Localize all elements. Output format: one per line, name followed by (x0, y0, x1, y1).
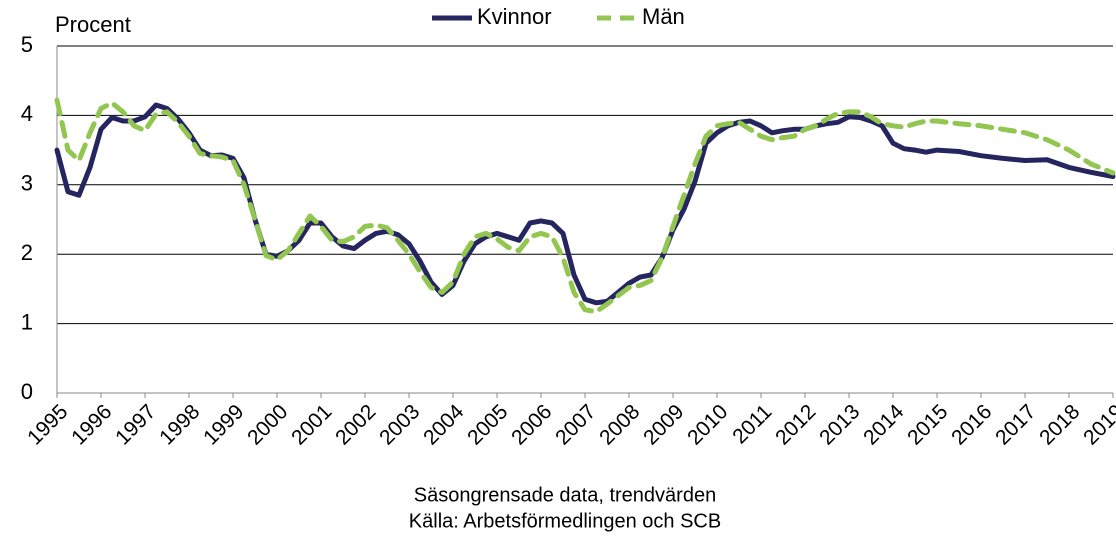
x-tick-label: 1997 (111, 400, 160, 449)
y-axis-label: Procent (55, 12, 131, 37)
x-tick-label: 2005 (463, 400, 512, 449)
y-tick-label: 4 (21, 101, 33, 126)
y-tick-label: 2 (21, 240, 33, 265)
x-tick-label: 2002 (331, 400, 380, 449)
x-tick-label: 2018 (1035, 400, 1084, 449)
x-tick-label: 2011 (728, 400, 776, 448)
note: Källa: Arbetsförmedlingen och SCB (409, 510, 721, 532)
note: Säsongrensade data, trendvärden (414, 484, 716, 506)
x-tick-label: 2015 (903, 400, 952, 449)
x-tick-label: 2008 (595, 400, 644, 449)
x-tick-label: 1995 (23, 400, 72, 449)
line-series (54, 102, 1116, 306)
x-tick-label: 2014 (859, 400, 909, 450)
y-tick-label: 1 (21, 309, 33, 334)
x-tick-label: 2012 (771, 400, 820, 449)
legend-label: Män (642, 4, 685, 29)
x-tick-label: 2000 (243, 400, 292, 449)
x-tick-label: 2016 (947, 400, 996, 449)
x-tick-label: 2007 (551, 400, 600, 449)
y-tick-label: 5 (21, 32, 33, 57)
line-series (54, 97, 1116, 315)
x-tick-label: 2006 (507, 400, 556, 449)
y-tick-label: 3 (21, 171, 33, 196)
x-tick-label: 2010 (683, 400, 732, 449)
x-tick-label: 2019 (1079, 400, 1116, 449)
x-tick-label: 2013 (815, 400, 864, 449)
x-tick-label: 2004 (419, 400, 469, 450)
x-tick-label: 1999 (199, 400, 248, 449)
x-tick-label: 2017 (991, 400, 1040, 449)
y-tick-label: 0 (21, 379, 33, 404)
x-tick-label: 2003 (375, 400, 424, 449)
x-tick-label: 2009 (639, 400, 688, 449)
x-tick-label: 1998 (155, 400, 204, 449)
legend-label: Kvinnor (477, 4, 552, 29)
x-tick-label: 1996 (67, 400, 116, 449)
x-tick-label: 2001 (287, 400, 336, 449)
